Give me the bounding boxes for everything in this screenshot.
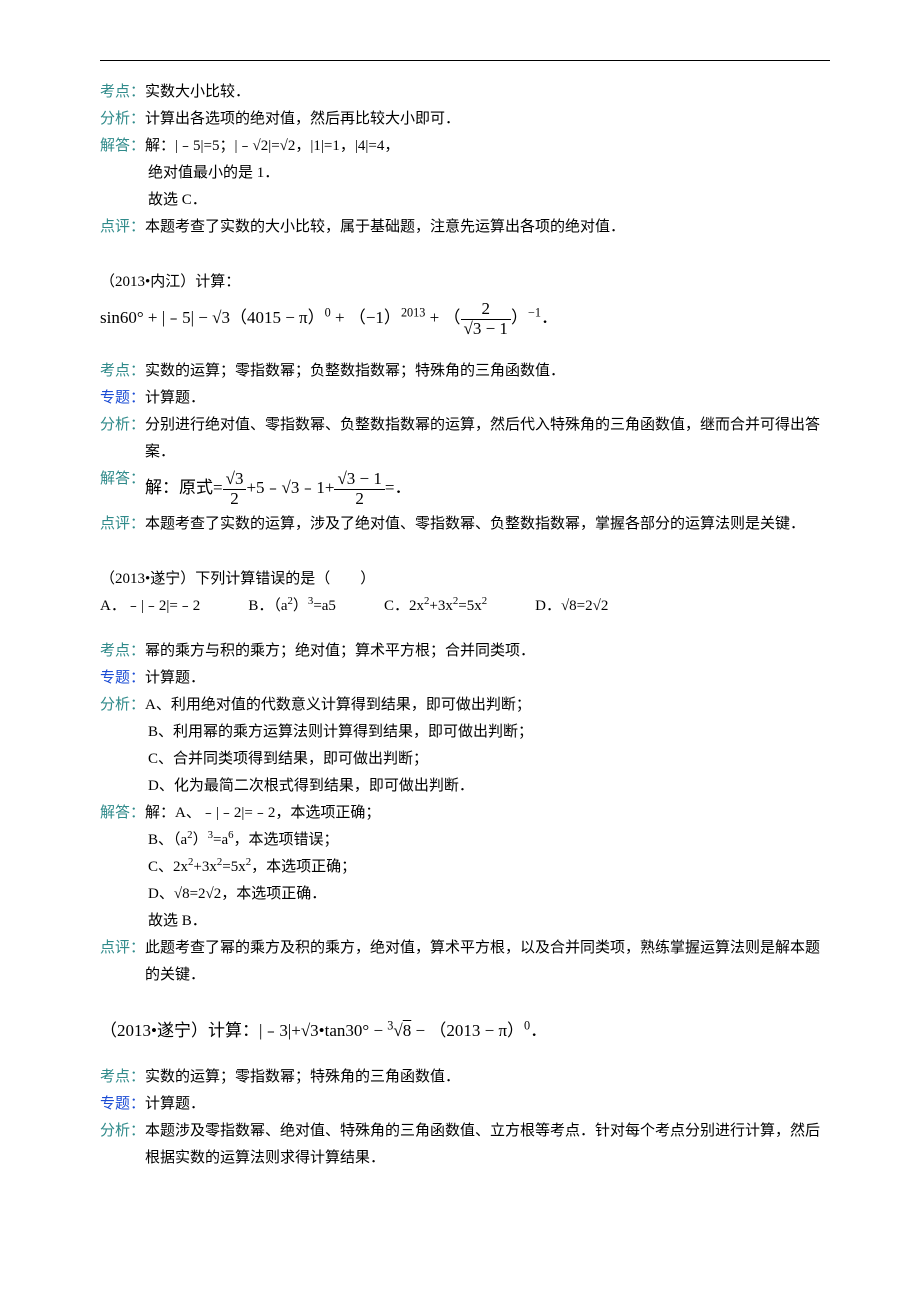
opt-c: C．2x2+3x2=5x2 <box>384 593 487 620</box>
jieda-line1: 解：|﹣5|=5；|﹣√2|=√2，|1|=1，|4|=4， <box>145 133 830 160</box>
je: 故选 B． <box>100 908 830 935</box>
choices: A．﹣|﹣2|=﹣2 B．（a2）3=a5 C．2x2+3x2=5x2 D．√8… <box>100 593 830 620</box>
jieda-line2: 绝对值最小的是 1． <box>100 160 830 187</box>
fenxi-c: C、合并同类项得到结果，即可做出判断； <box>100 746 830 773</box>
expr-close: ） <box>511 308 528 327</box>
jieda-label: 解答： <box>100 133 145 160</box>
zhuanti-label: 专题： <box>100 665 145 692</box>
fenxi-label: 分析： <box>100 106 145 133</box>
kaodian-label: 考点： <box>100 358 145 385</box>
fenxi-d: D、化为最简二次根式得到结果，即可做出判断． <box>100 773 830 800</box>
jb: B、（a2）3=a6，本选项错误； <box>100 827 830 854</box>
kaodian-text: 实数的运算；零指数幂；负整数指数幂；特殊角的三角函数值． <box>145 358 830 385</box>
frac-num: 2 <box>461 300 511 320</box>
zhuanti-label: 专题： <box>100 385 145 412</box>
fenxi-label: 分析： <box>100 1118 145 1145</box>
jieda-line3: 故选 C． <box>100 187 830 214</box>
ja: 解：A、﹣|﹣2|=﹣2，本选项正确； <box>145 800 830 827</box>
zhuanti-text: 计算题． <box>145 385 830 412</box>
fenxi-label: 分析： <box>100 412 145 439</box>
section-1: 考点：实数大小比较． 分析：计算出各选项的绝对值，然后再比较大小即可． 解答：解… <box>100 79 830 241</box>
dianping-label: 点评： <box>100 214 145 241</box>
jieda-label: 解答： <box>100 466 145 493</box>
fenxi-text: 分别进行绝对值、零指数幂、负整数指数幂的运算，然后代入特殊角的三角函数值，继而合… <box>145 412 830 466</box>
kaodian-text: 实数大小比较． <box>145 79 830 106</box>
expr-sup3: −1 <box>528 305 541 319</box>
opt-b: B．（a2）3=a5 <box>248 593 336 620</box>
top-rule <box>100 60 830 61</box>
zhuanti-text: 计算题． <box>145 1091 830 1118</box>
jd: D、√8=2√2，本选项正确． <box>100 881 830 908</box>
fenxi-text: 计算出各选项的绝对值，然后再比较大小即可． <box>145 106 830 133</box>
dianping-label: 点评： <box>100 511 145 538</box>
expr-end: ． <box>541 308 558 327</box>
problem-title: （2013•内江）计算： <box>100 269 830 296</box>
expression: sin60° + |﹣5| − √3（4015 − π）0 + （−1）2013… <box>100 300 830 338</box>
zhuanti-text: 计算题． <box>145 665 830 692</box>
expr-mid: + （−1） <box>331 308 401 327</box>
jc: C、2x2+3x2=5x2，本选项正确； <box>100 854 830 881</box>
kaodian-label: 考点： <box>100 1064 145 1091</box>
fenxi-b: B、利用幂的乘方运算法则计算得到结果，即可做出判断； <box>100 719 830 746</box>
kaodian-label: 考点： <box>100 79 145 106</box>
problem-title: （2013•遂宁）下列计算错误的是（ ） <box>100 566 830 593</box>
dianping-text: 本题考查了实数的大小比较，属于基础题，注意先运算出各项的绝对值． <box>145 214 830 241</box>
frac-den: √3 − 1 <box>461 320 511 339</box>
jieda-label: 解答： <box>100 800 145 827</box>
fenxi-text: 本题涉及零指数幂、绝对值、特殊角的三角函数值、立方根等考点．针对每个考点分别进行… <box>145 1118 830 1172</box>
frac1: √32 <box>223 470 247 508</box>
kaodian-label: 考点： <box>100 638 145 665</box>
opt-a: A．﹣|﹣2|=﹣2 <box>100 593 200 620</box>
section-4: （2013•遂宁）计算：|﹣3|+√3•tan30° − 3√8 − （2013… <box>100 1017 830 1172</box>
zhuanti-label: 专题： <box>100 1091 145 1118</box>
fenxi-a: A、利用绝对值的代数意义计算得到结果，即可做出判断； <box>145 692 830 719</box>
fraction: 2√3 − 1 <box>461 300 511 338</box>
jieda-expr: 解：原式=√32+5﹣√3﹣1+√3 − 12=． <box>145 470 830 508</box>
expr-sup2: 2013 <box>401 305 425 319</box>
opt-d: D．√8=2√2 <box>535 593 608 620</box>
expr-plus: + （ <box>425 308 460 327</box>
dianping-label: 点评： <box>100 935 145 962</box>
frac2: √3 − 12 <box>334 470 384 508</box>
dianping-text: 此题考查了幂的乘方及积的乘方，绝对值，算术平方根，以及合并同类项，熟练掌握运算法… <box>145 935 830 989</box>
section-2: （2013•内江）计算： sin60° + |﹣5| − √3（4015 − π… <box>100 269 830 538</box>
expr-prefix: sin60° + |﹣5| − √3（4015 − π） <box>100 308 325 327</box>
problem-title: （2013•遂宁）计算：|﹣3|+√3•tan30° − 3√8 − （2013… <box>100 1017 830 1044</box>
kaodian-text: 幂的乘方与积的乘方；绝对值；算术平方根；合并同类项． <box>145 638 830 665</box>
dianping-text: 本题考查了实数的运算，涉及了绝对值、零指数幂、负整数指数幂，掌握各部分的运算法则… <box>145 511 830 538</box>
section-3: （2013•遂宁）下列计算错误的是（ ） A．﹣|﹣2|=﹣2 B．（a2）3=… <box>100 566 830 989</box>
kaodian-text: 实数的运算；零指数幂；特殊角的三角函数值． <box>145 1064 830 1091</box>
fenxi-label: 分析： <box>100 692 145 719</box>
